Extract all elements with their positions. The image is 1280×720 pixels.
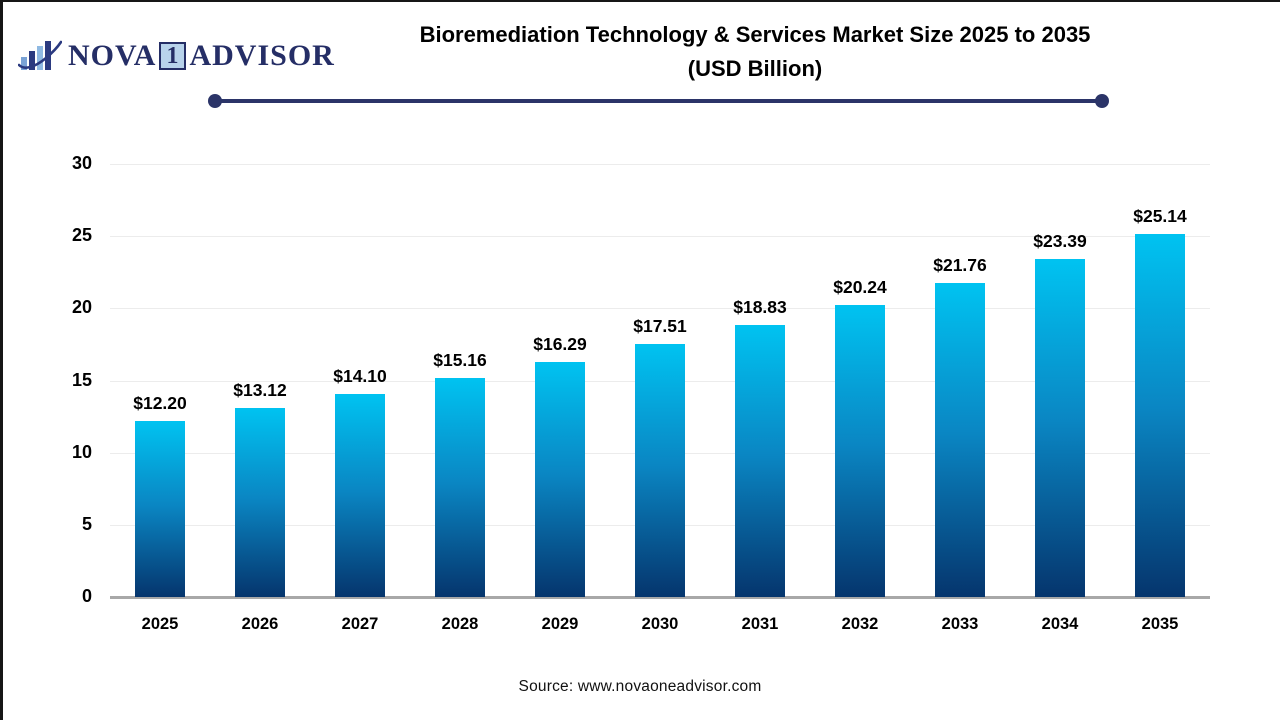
gridline-25	[110, 236, 1210, 238]
y-axis-tick-25: 25	[71, 225, 92, 246]
y-axis-tick-15: 15	[71, 369, 92, 390]
bar-value-label-2031: $18.83	[733, 297, 787, 318]
y-axis-tick-10: 10	[71, 441, 92, 462]
x-axis-tick-2032: 2032	[841, 615, 879, 633]
chart-title-line2: (USD Billion)	[687, 56, 823, 81]
x-axis-tick-2027: 2027	[341, 615, 379, 633]
bar-2030	[635, 344, 685, 597]
bar-chart-plot-area: 0 5 10 15 20 25 30 $12.20 2025 $13.12 2026 $14.10 20…	[72, 153, 1210, 633]
bar-value-label-2026: $13.12	[233, 379, 287, 400]
bar-2035	[1135, 234, 1185, 597]
gridline-30	[110, 164, 1210, 165]
bar-2026	[235, 407, 285, 597]
bar-2033	[935, 282, 985, 597]
divider-right-dot	[1095, 94, 1109, 108]
bar-value-label-2034: $23.39	[1033, 231, 1087, 252]
bar-value-label-2025: $12.20	[133, 392, 187, 413]
x-axis-tick-2033: 2033	[941, 615, 979, 633]
x-axis-tick-2030: 2030	[641, 615, 679, 633]
y-axis-tick-20: 20	[71, 297, 92, 318]
gridline-20	[110, 308, 1210, 310]
bar-value-label-2032: $20.24	[833, 276, 887, 297]
x-axis-baseline	[110, 596, 1210, 599]
x-axis-tick-2029: 2029	[541, 615, 579, 633]
x-axis-tick-2026: 2026	[241, 615, 279, 633]
bar-value-label-2033: $21.76	[933, 254, 987, 275]
bar-2025	[135, 420, 185, 597]
bar-value-label-2030: $17.51	[633, 316, 687, 337]
bar-2028	[435, 378, 485, 597]
bar-value-label-2027: $14.10	[333, 365, 387, 386]
y-axis-tick-0: 0	[81, 586, 92, 606]
bar-value-label-2028: $15.16	[433, 350, 487, 371]
bar-value-label-2035: $25.14	[1133, 206, 1187, 227]
divider-left-dot	[208, 94, 222, 108]
y-axis-tick-30: 30	[71, 153, 92, 173]
logo-one-badge: 1	[159, 42, 187, 70]
x-axis-tick-2025: 2025	[141, 615, 179, 633]
logo-text-advisor: ADVISOR	[189, 39, 335, 72]
bar-2032	[835, 304, 885, 597]
y-axis-tick-5: 5	[81, 513, 92, 534]
x-axis-tick-2028: 2028	[441, 615, 479, 633]
title-divider-line	[208, 94, 1109, 108]
logo: NOVA 1 ADVISOR	[18, 38, 335, 74]
x-axis-tick-2034: 2034	[1041, 615, 1079, 633]
logo-barchart-icon	[18, 40, 62, 70]
source-text: Source: www.novaoneadvisor.com	[518, 678, 762, 695]
logo-text-nova: NOVA	[68, 39, 157, 72]
bar-2034	[1035, 259, 1085, 597]
bar-2029	[535, 361, 585, 597]
x-axis-tick-2035: 2035	[1141, 615, 1179, 633]
bar-2027	[335, 393, 385, 597]
chart-title: Bioremediation Technology & Services Mar…	[280, 18, 1230, 86]
bar-value-label-2029: $16.29	[533, 333, 587, 354]
logo-wordmark: NOVA 1 ADVISOR	[68, 39, 335, 73]
x-axis-tick-2031: 2031	[741, 615, 779, 633]
bar-2031	[735, 325, 785, 597]
chart-title-line1: Bioremediation Technology & Services Mar…	[419, 22, 1091, 47]
